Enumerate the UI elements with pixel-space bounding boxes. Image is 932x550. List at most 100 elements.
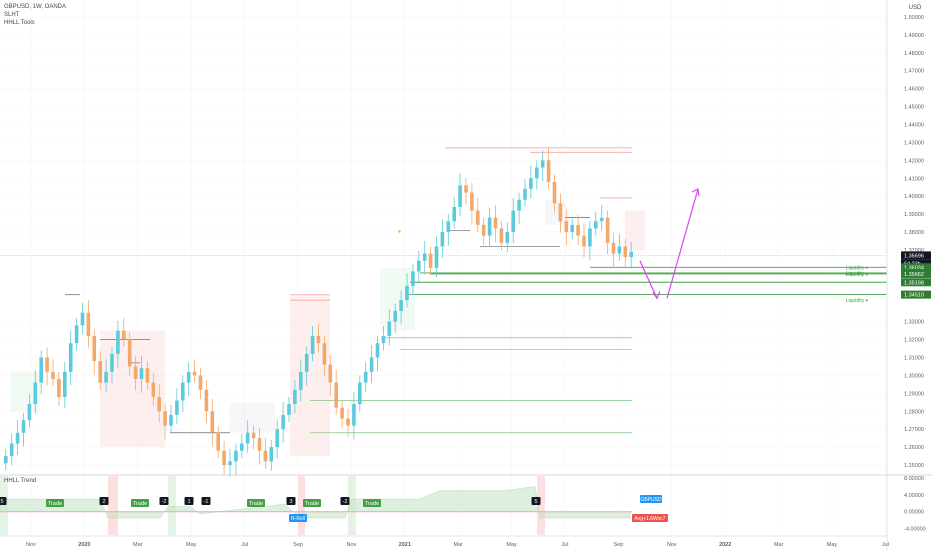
candle-body	[299, 371, 303, 390]
candle-body	[27, 404, 32, 421]
time-tick-label: Mar	[774, 542, 784, 548]
trade-marker	[46, 499, 64, 507]
candle-body	[470, 192, 474, 211]
candle-body	[63, 371, 67, 397]
price-tick-label: 1.38000	[904, 230, 924, 236]
current-price-badge-text: 1.36696	[904, 253, 924, 259]
time-tick-label: May	[186, 542, 197, 548]
liquidity-label: Liquidity ▾	[846, 272, 869, 278]
candle-body	[605, 217, 610, 243]
count-marker	[0, 497, 7, 505]
candle-body	[287, 404, 291, 415]
candle-body	[245, 432, 250, 444]
symbol-badge	[640, 495, 662, 503]
candle-body	[57, 379, 61, 397]
time-tick-label: Jul	[561, 542, 568, 548]
candle-body	[328, 364, 333, 383]
arrow-head	[652, 291, 661, 300]
candle-body	[629, 251, 633, 258]
time-axis[interactable]: Nov 2020 Mar May Jul Sep Nov 2021 Mar May Jul Sep No…	[0, 535, 889, 548]
count-marker	[159, 497, 169, 505]
projection-arrow-down	[639, 260, 658, 299]
price-tick-label: 1.29000	[904, 391, 924, 397]
count-marker	[286, 497, 296, 505]
candle-body	[33, 382, 38, 405]
candle-body	[281, 414, 285, 430]
projection-arrow-up	[666, 188, 699, 299]
marker-label: 5	[0, 499, 3, 505]
candle-body	[505, 232, 510, 243]
symbol-title: GBPUSD, 1W, OANDA	[4, 4, 67, 10]
time-tick-label: Sep	[614, 542, 624, 548]
candle-body	[222, 450, 226, 466]
candle-body	[116, 330, 120, 354]
candle-body	[51, 371, 55, 380]
candle-body	[228, 461, 232, 466]
price-tick-label: 1.30000	[904, 373, 924, 379]
signal-triangle-icon	[398, 230, 401, 234]
candle-body	[263, 450, 268, 462]
candle-body	[358, 382, 362, 405]
count-marker	[340, 497, 350, 505]
candle-body	[304, 353, 309, 372]
candle-body	[104, 371, 108, 383]
candle-body	[511, 210, 515, 233]
candle-body	[393, 310, 397, 322]
price-tick-label: 1.49000	[904, 33, 924, 39]
neutral-zone-box	[230, 402, 275, 433]
candle-body	[15, 432, 20, 444]
marker-label: Trade	[365, 501, 379, 507]
currency-label: USD	[909, 5, 922, 11]
candle-body	[552, 181, 557, 204]
count-marker	[201, 497, 211, 505]
candle-body	[570, 224, 574, 233]
marker-label: 5	[534, 499, 537, 505]
candle-body	[251, 432, 256, 439]
candle-body	[369, 357, 374, 372]
grid-lines	[0, 0, 887, 536]
zone-boxes	[10, 199, 645, 457]
candle-body	[594, 221, 598, 229]
liquidity-label: Liquidity ▾	[846, 271, 869, 277]
candle-body	[523, 189, 527, 200]
candle-body	[145, 368, 150, 383]
price-tick-label: 1.47000	[904, 69, 924, 75]
candle-body	[98, 361, 102, 383]
indicator-slht[interactable]: SLHT	[4, 12, 20, 18]
level-price-badge	[901, 278, 931, 287]
candle-body	[558, 203, 563, 222]
candle-body	[157, 396, 161, 412]
r-roll-badge-text: R-Roll	[291, 516, 305, 522]
count-marker	[531, 497, 541, 505]
trade-marker	[363, 499, 381, 507]
candle-body	[540, 160, 545, 168]
liquidity-label: Liquidity ▾	[846, 265, 869, 271]
candle-body	[405, 285, 409, 301]
price-tick-label: 1.50000	[904, 15, 924, 21]
marker-label: 1	[187, 499, 190, 505]
candle-body	[169, 414, 173, 426]
candle-body	[599, 217, 604, 222]
candle-body	[417, 260, 421, 272]
candlestick-series	[4, 147, 633, 477]
time-tick-label: Sep	[293, 542, 303, 548]
candle-body	[240, 443, 244, 451]
subpane-tick-label: 8.00000	[904, 476, 924, 482]
level-price-badge-text: 1.34510	[904, 293, 924, 299]
trend-stripe	[168, 476, 176, 535]
candle-body	[464, 185, 468, 193]
candle-body	[564, 221, 569, 233]
arrow-head	[691, 188, 700, 197]
demand-zone-box	[380, 267, 415, 331]
price-tick-label: 1.37000	[904, 248, 924, 254]
marker-label: Trade	[305, 501, 319, 507]
candle-body	[334, 382, 338, 408]
indicator-hhll-tools[interactable]: HHLL Tools	[4, 20, 35, 26]
candle-body	[9, 443, 14, 457]
price-axis[interactable]: USD 1.50000 1.49000 1.48000 1.47000 1.46000 1.…	[886, 0, 931, 550]
time-tick-label: Mar	[133, 542, 143, 548]
marker-label: Trade	[249, 501, 263, 507]
current-price-badge	[901, 251, 931, 260]
candle-body	[529, 178, 533, 190]
